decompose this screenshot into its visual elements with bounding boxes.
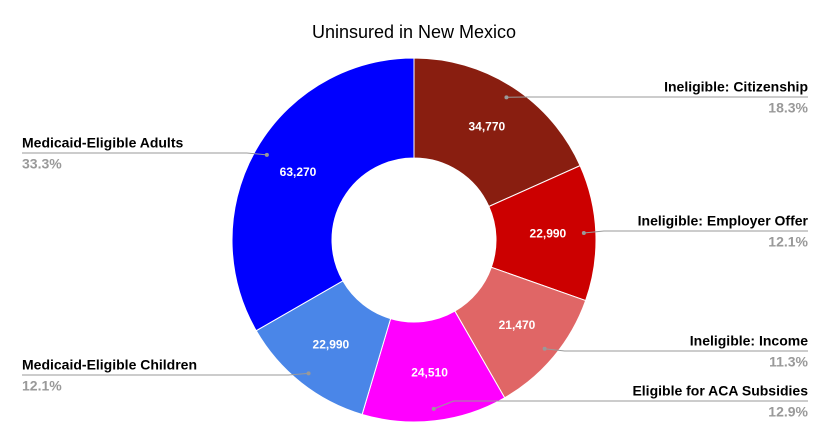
legend-label: Ineligible: Citizenship [664, 79, 808, 95]
legend-label: Ineligible: Employer Offer [638, 213, 809, 229]
value-label: 22,990 [313, 337, 350, 351]
value-label: 63,270 [280, 165, 317, 179]
leader-dot [431, 406, 436, 411]
percent-label: 12.9% [768, 404, 808, 420]
percent-label: 11.3% [769, 354, 808, 370]
percent-label: 33.3% [22, 156, 62, 172]
value-label: 24,510 [411, 365, 448, 379]
donut-slice [413, 57, 581, 208]
leader-line [583, 230, 808, 234]
leader-line [433, 400, 808, 410]
legend-label: Medicaid-Eligible Children [22, 357, 197, 373]
leader-dot [264, 152, 269, 157]
donut-slice [231, 57, 415, 332]
legend-label: Eligible for ACA Subsidies [632, 383, 808, 399]
leader-dot [504, 95, 509, 100]
leader-dot [581, 231, 586, 236]
percent-label: 18.3% [768, 100, 808, 116]
chart-title: Uninsured in New Mexico [312, 22, 516, 42]
leader-line [544, 348, 808, 352]
value-label: 34,770 [469, 120, 506, 134]
leader-line [22, 372, 309, 376]
donut-slice [361, 310, 506, 423]
value-label: 22,990 [530, 227, 567, 241]
leader-dot [542, 346, 547, 351]
leader-line [22, 152, 267, 156]
percent-label: 12.1% [768, 234, 808, 250]
percent-label: 12.1% [22, 378, 62, 394]
value-label: 21,470 [499, 318, 536, 332]
leader-dot [306, 371, 311, 376]
legend-label: Medicaid-Eligible Adults [22, 135, 183, 151]
legend-label: Ineligible: Income [690, 333, 808, 349]
